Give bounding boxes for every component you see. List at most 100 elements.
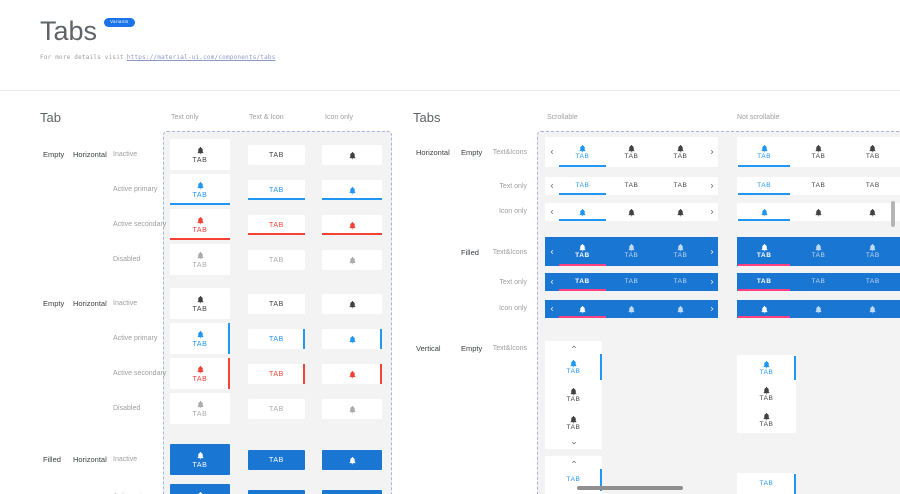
tab[interactable]: TAB bbox=[846, 237, 900, 266]
tab-active[interactable]: TAB bbox=[737, 355, 796, 381]
tab[interactable] bbox=[846, 300, 900, 318]
tab[interactable]: TAB bbox=[737, 381, 796, 407]
tab-icon-active-secondary[interactable] bbox=[322, 215, 382, 235]
tab-active[interactable] bbox=[737, 203, 791, 221]
tab[interactable] bbox=[656, 300, 705, 318]
tab[interactable]: TAB bbox=[791, 177, 845, 195]
tab-active[interactable]: TAB bbox=[737, 137, 791, 167]
chevron-left-icon[interactable] bbox=[545, 137, 558, 167]
tab[interactable]: TAB bbox=[607, 137, 656, 167]
tab[interactable]: TAB bbox=[656, 177, 705, 195]
chevron-up-icon[interactable] bbox=[545, 456, 602, 468]
bell-icon bbox=[348, 405, 357, 414]
tab-filled-text-icon-inactive[interactable]: TAB bbox=[170, 444, 230, 475]
tab-active[interactable] bbox=[558, 300, 607, 318]
tab[interactable] bbox=[607, 203, 656, 221]
tab[interactable]: TAB bbox=[791, 137, 845, 167]
tab-filled-icon-active[interactable] bbox=[322, 490, 382, 494]
tab[interactable] bbox=[791, 300, 845, 318]
group-variant-label: Empty bbox=[43, 150, 65, 159]
tab-active[interactable] bbox=[558, 203, 607, 221]
chevron-down-icon[interactable] bbox=[545, 437, 602, 449]
tab[interactable]: TAB bbox=[545, 381, 602, 409]
tab-active[interactable]: TAB bbox=[737, 237, 791, 266]
tab[interactable]: TAB bbox=[737, 407, 796, 433]
tab[interactable]: TAB bbox=[656, 137, 705, 167]
tab-active[interactable]: TAB bbox=[545, 468, 602, 492]
bell-icon bbox=[196, 251, 205, 260]
tab[interactable]: TAB bbox=[656, 237, 705, 266]
tab[interactable]: TAB bbox=[791, 273, 845, 291]
tab-filled-icon-inactive[interactable] bbox=[322, 450, 382, 470]
tab[interactable]: TAB bbox=[607, 237, 656, 266]
tab-active[interactable]: TAB bbox=[558, 237, 607, 266]
chevron-left-icon[interactable] bbox=[545, 300, 558, 318]
chevron-right-icon[interactable] bbox=[705, 203, 718, 221]
tab-active[interactable]: TAB bbox=[558, 273, 607, 291]
tab[interactable] bbox=[656, 203, 705, 221]
tab[interactable]: TAB bbox=[846, 177, 900, 195]
tab-text-icon-disabled[interactable]: TAB bbox=[170, 393, 230, 424]
tab-text-inactive[interactable]: TAB bbox=[248, 294, 305, 314]
tab-text-active-secondary[interactable]: TAB bbox=[248, 215, 305, 235]
tab-active[interactable]: TAB bbox=[545, 353, 602, 381]
chevron-right-icon[interactable] bbox=[705, 237, 718, 266]
tab-active[interactable]: TAB bbox=[558, 137, 607, 167]
group-orientation-label: Vertical bbox=[416, 344, 441, 353]
tab-filled-text-icon-active[interactable]: TAB bbox=[170, 484, 230, 494]
tab-text-active-secondary[interactable]: TAB bbox=[248, 364, 305, 384]
tab-text-icon-inactive[interactable]: TAB bbox=[170, 139, 230, 170]
variants-badge: Variants bbox=[104, 18, 135, 27]
bell-icon bbox=[868, 305, 877, 314]
chevron-right-icon[interactable] bbox=[705, 137, 718, 167]
tab-filled-text-active[interactable]: TAB bbox=[248, 490, 305, 494]
tab-text-disabled[interactable]: TAB bbox=[248, 399, 305, 419]
tab[interactable]: TAB bbox=[846, 137, 900, 167]
docs-link[interactable]: https://material-ui.com/components/tabs bbox=[126, 54, 276, 61]
tab[interactable] bbox=[791, 203, 845, 221]
tab[interactable]: TAB bbox=[545, 409, 602, 437]
chevron-up-icon[interactable] bbox=[545, 341, 602, 353]
tab-text-icon-active-secondary[interactable]: TAB bbox=[170, 358, 230, 389]
tab-text-icon-active-secondary[interactable]: TAB bbox=[170, 209, 230, 240]
tab-active[interactable]: TAB bbox=[737, 273, 791, 291]
subtitle: For more details visit https://material-u… bbox=[40, 54, 276, 61]
tab-icon-inactive[interactable] bbox=[322, 145, 382, 165]
tab-text-icon-active-primary[interactable]: TAB bbox=[170, 323, 230, 354]
tab[interactable]: TAB bbox=[846, 273, 900, 291]
tab-text-inactive[interactable]: TAB bbox=[248, 145, 305, 165]
tab-active[interactable]: TAB bbox=[737, 473, 796, 494]
horizontal-scrollbar-thumb[interactable] bbox=[577, 486, 683, 490]
chevron-left-icon[interactable] bbox=[545, 177, 558, 195]
chevron-right-icon[interactable] bbox=[705, 300, 718, 318]
tab-icon-inactive[interactable] bbox=[322, 294, 382, 314]
tab-text-active-primary[interactable]: TAB bbox=[248, 329, 305, 349]
tab[interactable]: TAB bbox=[791, 237, 845, 266]
tab[interactable]: TAB bbox=[607, 177, 656, 195]
chevron-right-icon[interactable] bbox=[705, 273, 718, 291]
fixed-filled-tabs-icon-only bbox=[737, 300, 900, 318]
tab-text-active-primary[interactable]: TAB bbox=[248, 180, 305, 200]
tab-icon-disabled[interactable] bbox=[322, 399, 382, 419]
tab-filled-text-inactive[interactable]: TAB bbox=[248, 450, 305, 470]
tab-active[interactable]: TAB bbox=[737, 177, 791, 195]
tab[interactable]: TAB bbox=[607, 273, 656, 291]
group-variant-label: Empty bbox=[43, 299, 65, 308]
chevron-left-icon[interactable] bbox=[545, 203, 558, 221]
tab[interactable] bbox=[607, 300, 656, 318]
chevron-left-icon[interactable] bbox=[545, 237, 558, 266]
tab-icon-active-secondary[interactable] bbox=[322, 364, 382, 384]
tab-active[interactable]: TAB bbox=[558, 177, 607, 195]
tab-text-icon-active-primary[interactable]: TAB bbox=[170, 174, 230, 205]
chevron-right-icon[interactable] bbox=[705, 177, 718, 195]
tab[interactable]: TAB bbox=[656, 273, 705, 291]
tab-icon-active-primary[interactable] bbox=[322, 329, 382, 349]
tab-text-icon-disabled[interactable]: TAB bbox=[170, 244, 230, 275]
tab-active[interactable] bbox=[737, 300, 791, 318]
tab-icon-active-primary[interactable] bbox=[322, 180, 382, 200]
vertical-scrollbar-thumb[interactable] bbox=[891, 201, 895, 227]
tab-text-disabled[interactable]: TAB bbox=[248, 250, 305, 270]
chevron-left-icon[interactable] bbox=[545, 273, 558, 291]
tab-icon-disabled[interactable] bbox=[322, 250, 382, 270]
tab-text-icon-inactive[interactable]: TAB bbox=[170, 288, 230, 319]
